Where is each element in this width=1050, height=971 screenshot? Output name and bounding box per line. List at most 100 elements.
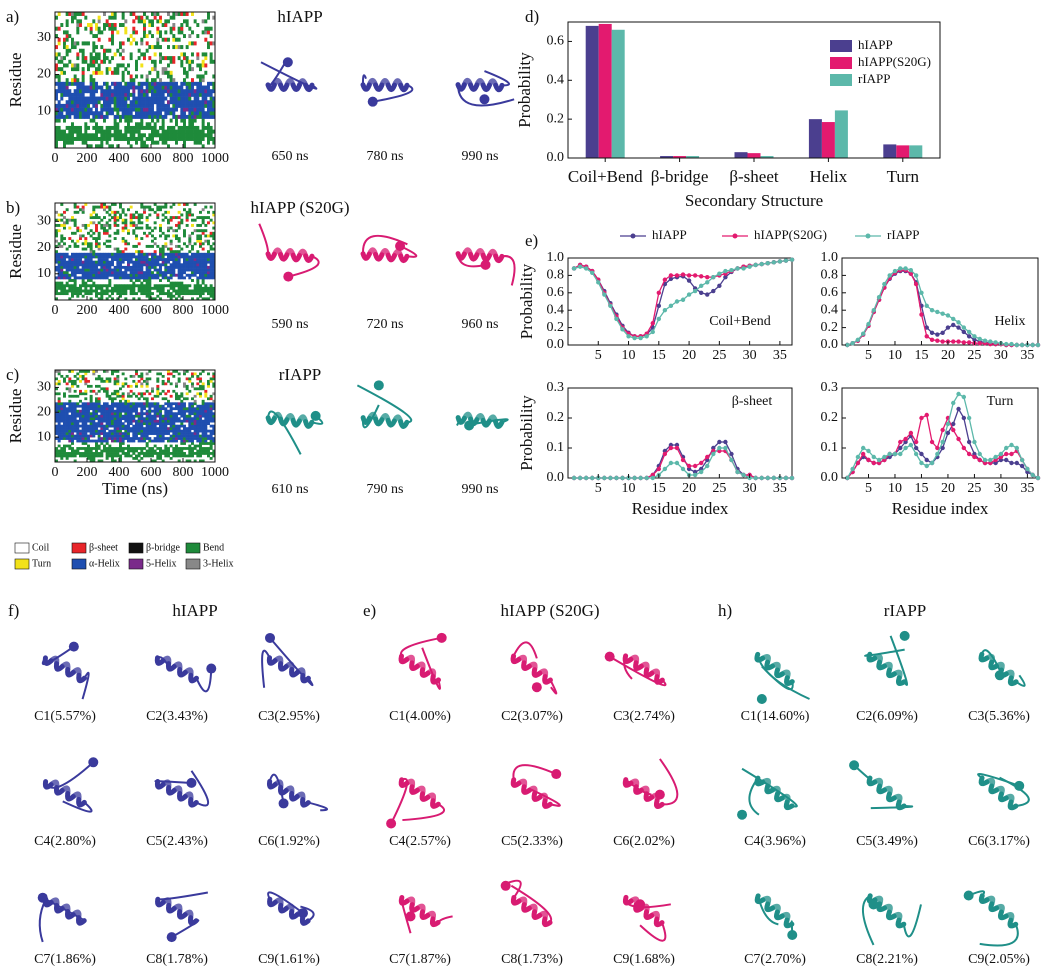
dssp-cell <box>119 400 122 403</box>
cluster-label: C8(1.73%) <box>501 952 563 967</box>
dssp-cell <box>172 253 175 256</box>
dssp-cell <box>87 255 90 258</box>
dssp-cell <box>138 100 141 104</box>
dssp-cell <box>143 437 146 440</box>
dssp-cell <box>60 437 63 440</box>
dssp-cell <box>164 266 167 269</box>
dssp-cell <box>124 89 127 93</box>
dssp-cell <box>116 30 119 34</box>
dssp-cell <box>140 405 143 408</box>
dssp-cell <box>175 108 178 112</box>
dssp-cell <box>58 287 61 290</box>
dssp-cell <box>156 97 159 101</box>
dssp-cell <box>146 86 149 90</box>
dssp-cell <box>180 60 183 64</box>
dssp-cell <box>106 23 109 27</box>
dssp-cell <box>178 287 181 290</box>
dssp-cell <box>79 290 82 293</box>
series-point <box>1004 342 1008 346</box>
dssp-cell <box>122 382 125 385</box>
dssp-cell <box>199 271 202 274</box>
dssp-cell <box>143 141 146 145</box>
dssp-cell <box>199 380 202 383</box>
dssp-cell <box>170 282 173 285</box>
dssp-cell <box>140 417 143 420</box>
dssp-cell <box>119 395 122 398</box>
dssp-cell <box>116 390 119 393</box>
dssp-cell <box>175 266 178 269</box>
dssp-cell <box>164 130 167 134</box>
dssp-cell <box>207 122 210 126</box>
dssp-cell <box>196 450 199 453</box>
panel-title: hIAPP (S20G) <box>250 198 349 217</box>
dssp-cell <box>162 274 165 277</box>
dssp-cell <box>68 126 71 130</box>
dssp-cell <box>76 93 79 97</box>
dssp-cell <box>159 258 162 261</box>
dssp-cell <box>60 415 63 418</box>
dssp-cell <box>196 382 199 385</box>
dssp-cell <box>156 447 159 450</box>
dssp-cell <box>116 253 119 256</box>
dssp-cell <box>119 432 122 435</box>
dssp-cell <box>127 38 130 42</box>
dssp-cell <box>167 12 170 16</box>
dssp-cell <box>111 437 114 440</box>
dssp-cell <box>71 82 74 86</box>
dssp-cell <box>186 284 189 287</box>
dssp-cell <box>92 41 95 45</box>
dssp-cell <box>122 402 125 405</box>
dssp-cell <box>108 430 111 433</box>
dssp-cell <box>119 287 122 290</box>
dssp-cell <box>154 12 157 16</box>
dssp-cell <box>156 387 159 390</box>
dssp-cell <box>76 229 79 232</box>
series-point <box>1009 461 1013 465</box>
series-point <box>887 452 891 456</box>
dssp-cell <box>146 400 149 403</box>
dssp-cell <box>95 415 98 418</box>
dssp-cell <box>156 263 159 266</box>
dssp-cell <box>71 93 74 97</box>
series-point <box>753 476 757 480</box>
dssp-cell <box>130 78 133 82</box>
x-tick-label: 5 <box>865 348 872 363</box>
dssp-cell <box>98 30 101 34</box>
dssp-cell <box>79 432 82 435</box>
dssp-cell <box>114 412 117 415</box>
dssp-cell <box>100 71 103 75</box>
dssp-cell <box>210 34 213 38</box>
dssp-cell <box>100 104 103 108</box>
dssp-cell <box>196 111 199 115</box>
cluster-label: C1(4.00%) <box>389 709 451 724</box>
dssp-cell <box>202 52 205 56</box>
dssp-cell <box>170 427 173 430</box>
dssp-cell <box>98 425 101 428</box>
dssp-cell <box>194 274 197 277</box>
dssp-cell <box>183 437 186 440</box>
dssp-cell <box>178 380 181 383</box>
dssp-cell <box>98 452 101 455</box>
dssp-cell <box>146 219 149 222</box>
dssp-cell <box>103 49 106 53</box>
dssp-cell <box>130 130 133 134</box>
dssp-cell <box>188 420 191 423</box>
dssp-cell <box>138 49 141 53</box>
dssp-cell <box>108 417 111 420</box>
dssp-cell <box>127 440 130 443</box>
dssp-cell <box>90 385 93 388</box>
dssp-cell <box>84 266 87 269</box>
series-point <box>978 337 982 341</box>
dssp-cell <box>162 82 165 86</box>
dssp-cell <box>180 100 183 104</box>
dssp-cell <box>106 126 109 130</box>
dssp-cell <box>183 397 186 400</box>
series-point <box>962 330 966 334</box>
dssp-cell <box>130 410 133 413</box>
dssp-cell <box>63 417 66 420</box>
series-point <box>620 476 624 480</box>
dssp-cell <box>183 432 186 435</box>
dssp-cell <box>71 269 74 272</box>
dssp-cell <box>124 130 127 134</box>
dssp-cell <box>58 402 61 405</box>
